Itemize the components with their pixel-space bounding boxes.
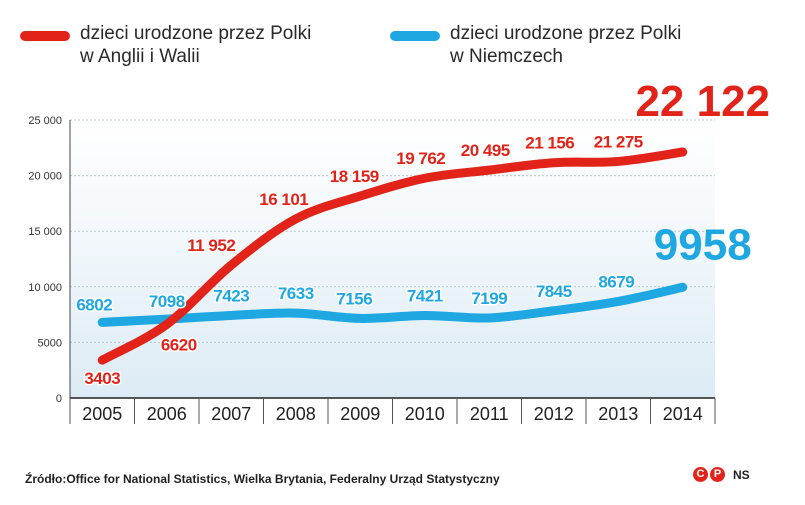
series-line bbox=[97, 147, 688, 365]
y-tick-label: 20 000 bbox=[28, 171, 62, 183]
legend-item-england-wales: dzieci urodzone przez Polki w Anglii i W… bbox=[20, 22, 370, 68]
data-label: 18 159 bbox=[330, 167, 379, 186]
data-label: 6802 bbox=[76, 295, 112, 314]
x-tick-label: 2012 bbox=[534, 404, 574, 424]
data-label: 11 952 bbox=[187, 236, 235, 255]
series-line bbox=[97, 282, 688, 327]
legend-swatch-red bbox=[20, 31, 70, 41]
legend-label-germany: dzieci urodzone przez Polki w Niemczech bbox=[450, 23, 682, 67]
phonogram-icon: P bbox=[710, 467, 725, 482]
y-tick-label: 0 bbox=[56, 393, 62, 405]
copyright-credit: C P NS bbox=[693, 467, 750, 482]
data-label: 20 495 bbox=[461, 141, 510, 160]
data-label: 7156 bbox=[336, 289, 372, 308]
x-tick-label: 2011 bbox=[470, 404, 509, 424]
data-label: 8679 bbox=[598, 272, 634, 291]
data-label: 21 156 bbox=[525, 134, 574, 153]
x-tick-label: 2006 bbox=[147, 404, 187, 424]
data-label: 7633 bbox=[278, 284, 314, 303]
author-initials: NS bbox=[733, 467, 750, 482]
x-tick-label: 2013 bbox=[598, 404, 638, 424]
legend-swatch-blue bbox=[390, 31, 440, 41]
data-label: 22 122 bbox=[635, 77, 770, 126]
legend-item-germany: dzieci urodzone przez Polki w Niemczech bbox=[390, 22, 740, 68]
x-tick-label: 2014 bbox=[663, 404, 703, 424]
data-label: 19 762 bbox=[396, 149, 445, 168]
x-tick-label: 2009 bbox=[340, 404, 380, 424]
y-tick-label: 15 000 bbox=[28, 226, 62, 238]
data-label: 21 275 bbox=[594, 132, 643, 151]
x-tick-label: 2010 bbox=[405, 404, 445, 424]
data-label: 16 101 bbox=[259, 190, 308, 209]
x-tick-label: 2005 bbox=[82, 404, 122, 424]
y-tick-label: 25 000 bbox=[28, 115, 62, 127]
data-label: 7845 bbox=[536, 282, 572, 301]
x-tick-label: 2007 bbox=[211, 404, 251, 424]
data-label: 6620 bbox=[161, 335, 197, 354]
copyright-icon: C bbox=[693, 467, 708, 482]
data-label: 7421 bbox=[407, 286, 443, 305]
data-label: 7423 bbox=[213, 286, 249, 305]
y-tick-label: 10 000 bbox=[28, 282, 62, 294]
legend-label-england-wales: dzieci urodzone przez Polki w Anglii i W… bbox=[80, 23, 312, 67]
data-label: 7199 bbox=[471, 289, 507, 308]
y-tick-label: 5000 bbox=[38, 337, 62, 349]
data-label: 9958 bbox=[654, 220, 752, 269]
data-label: 3403 bbox=[84, 369, 120, 388]
x-tick-label: 2008 bbox=[276, 404, 316, 424]
source-note: Źródło:Office for National Statistics, W… bbox=[25, 472, 500, 486]
data-label: 7098 bbox=[149, 292, 185, 311]
